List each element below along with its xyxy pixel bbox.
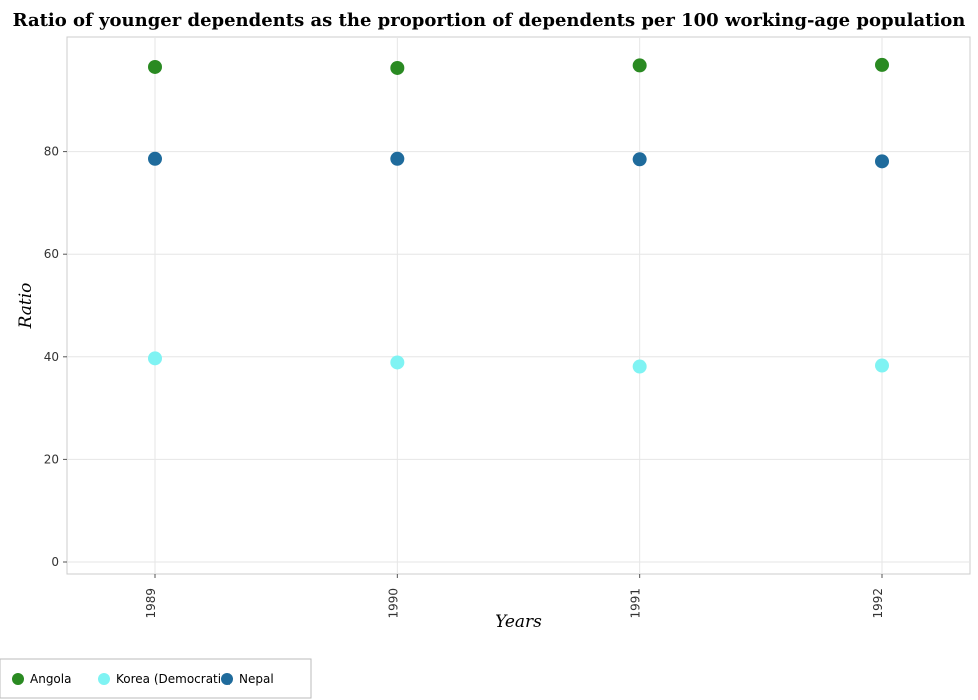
data-point — [875, 154, 889, 169]
x-tick-label: 1991 — [629, 588, 643, 619]
x-axis-ticks: 1989 1990 1991 1992 — [144, 574, 885, 619]
legend-label: Angola — [30, 672, 71, 686]
x-tick-label: 1990 — [386, 588, 400, 619]
data-point — [390, 60, 405, 75]
legend-marker — [98, 673, 110, 685]
x-tick-label: 1989 — [144, 588, 158, 619]
grid — [67, 37, 970, 574]
x-axis-label: Years — [495, 612, 542, 632]
data-point — [148, 351, 162, 366]
y-axis-ticks: 0 20 40 60 80 — [44, 145, 67, 569]
chart-title: Ratio of younger dependents as the propo… — [13, 10, 966, 31]
y-tick-label: 80 — [44, 145, 59, 159]
data-point — [148, 59, 162, 74]
y-tick-label: 0 — [51, 555, 59, 569]
plot-area — [66, 36, 971, 575]
data-points — [148, 57, 889, 374]
legend-marker — [221, 673, 233, 685]
y-tick-label: 20 — [44, 452, 59, 466]
y-axis-label: Ratio — [16, 283, 36, 330]
data-point — [632, 359, 647, 374]
data-point — [632, 152, 647, 167]
y-tick-label: 40 — [44, 350, 59, 364]
data-point — [875, 358, 889, 373]
data-point — [390, 151, 405, 166]
y-tick-label: 60 — [44, 247, 59, 261]
legend-label: Nepal — [239, 672, 274, 686]
data-point — [875, 57, 889, 72]
x-tick-label: 1992 — [871, 588, 885, 619]
data-point — [390, 355, 405, 370]
data-point — [632, 58, 647, 73]
data-point — [148, 151, 162, 166]
legend-label: Korea (Democratic) — [116, 672, 232, 686]
legend-box — [0, 658, 312, 699]
legend-marker — [12, 673, 24, 685]
legend: Angola Korea (Democratic) Nepal — [0, 658, 312, 699]
